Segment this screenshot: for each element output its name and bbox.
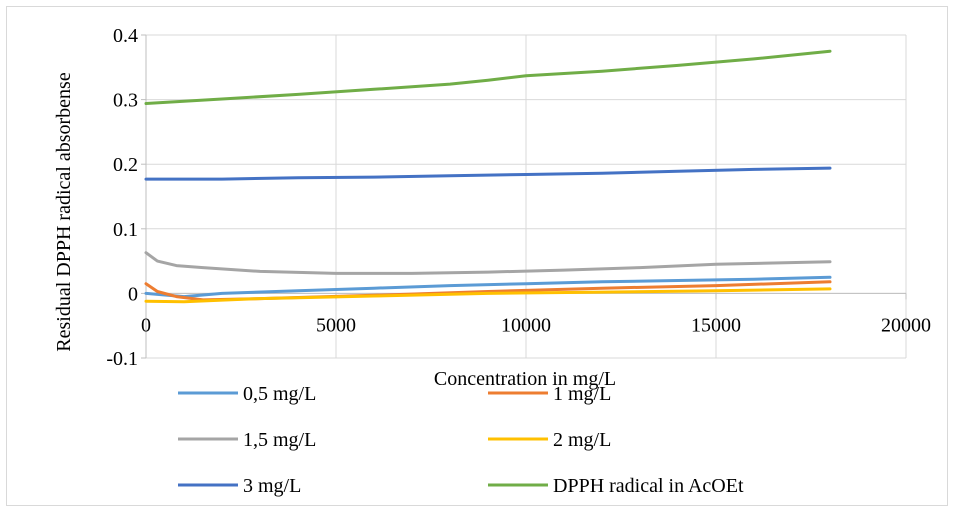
y-tick-label-3: 0.2 [113,154,138,176]
y-tick-label-5: 0.4 [113,25,138,47]
x-tick-label-3: 15000 [691,314,741,336]
series-line-4 [144,166,832,181]
legend-entry-1: 1 mg/L [488,383,611,405]
legend-label-1: 1 mg/L [553,383,611,405]
chart-frame [6,6,948,506]
series-line-3 [144,287,832,304]
legend-entry-5: DPPH radical in AcOEt [488,475,744,497]
gridlines [145,34,907,359]
series-layer [144,49,832,304]
y-tick-label-2: 0.1 [113,219,138,241]
y-tick-label-1: 0 [128,283,138,305]
x-tick-label-1: 5000 [316,314,356,336]
legend-label-5: DPPH radical in AcOEt [553,475,744,497]
y-axis-title: Residual DPPH radical absorbense [53,72,75,352]
y-tick-label-4: 0.3 [113,90,138,112]
legend-entry-2: 1,5 mg/L [178,429,316,451]
x-tick-label-2: 10000 [501,314,551,336]
series-line-0 [144,275,832,299]
series-line-2 [144,251,832,275]
legend-label-4: 3 mg/L [243,475,301,497]
legend-entry-4: 3 mg/L [178,475,301,497]
legend-label-3: 2 mg/L [553,429,611,451]
axes [141,34,907,359]
x-axis-title: Concentration in mg/L [434,368,616,390]
legend-entry-3: 2 mg/L [488,429,611,451]
y-tick-label-0: -0.1 [106,348,138,370]
legend-label-0: 0,5 mg/L [243,383,316,405]
legend: 0,5 mg/L 1 mg/L 1,5 mg/L 2 mg/L 3 mg/L D… [178,383,744,497]
legend-entry-0: 0,5 mg/L [178,383,316,405]
x-tick-label-0: 0 [141,314,151,336]
series-line-5 [144,49,832,105]
legend-label-2: 1,5 mg/L [243,429,316,451]
x-tick-label-4: 20000 [881,314,931,336]
tick-labels: -0.100.10.20.30.40 5000 10000 15000 20000 [106,25,931,370]
